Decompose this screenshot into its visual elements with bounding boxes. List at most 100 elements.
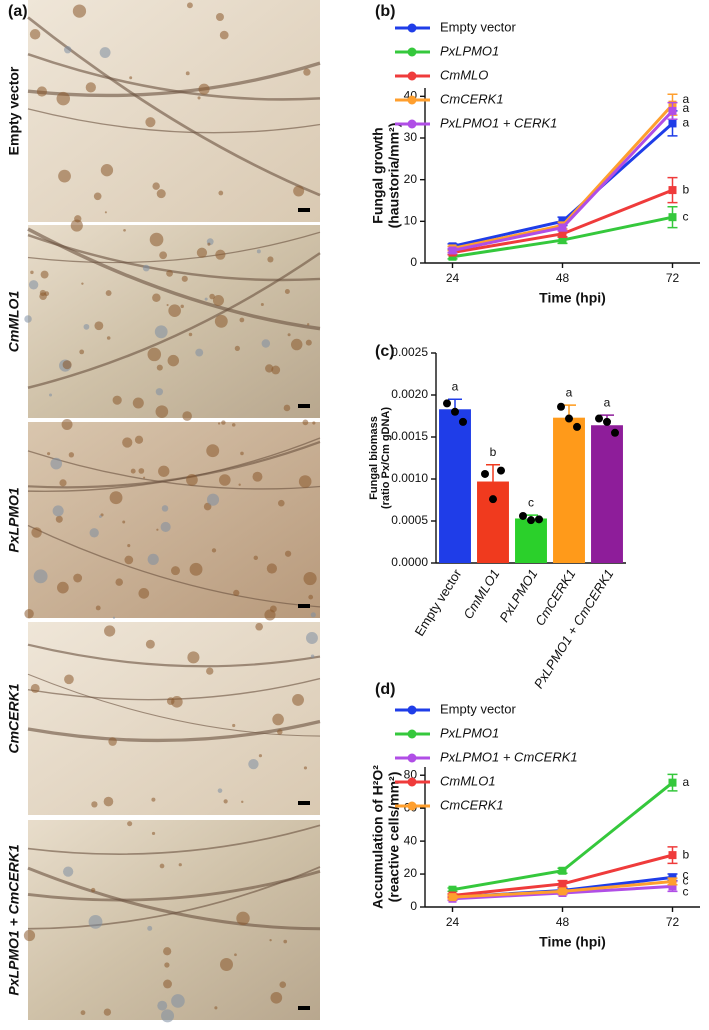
spot [134,435,144,444]
spot [161,505,169,512]
spot [130,468,136,474]
spot [108,737,117,746]
spot [156,364,163,371]
significance-letter: c [683,868,689,882]
spot [94,321,104,331]
spot [104,625,116,637]
spot [261,339,271,348]
spot [88,914,103,929]
spot [31,527,42,538]
spot [240,451,244,456]
vein [27,869,321,902]
spot [248,758,259,770]
spot [122,437,133,448]
y-tick-label: 0.0010 [391,471,428,485]
data-point [481,469,489,478]
legend-marker [407,729,417,739]
spot [151,831,156,836]
spot [234,345,240,351]
legend-marker [407,777,417,787]
spot [23,929,36,942]
spot [211,548,217,553]
data-point [443,399,451,408]
spot [93,192,102,201]
x-axis-label: Time (hpi) [539,290,606,306]
spot [283,939,288,944]
image-label: CmMLO1 [6,291,22,353]
spot [70,219,83,232]
spot [187,651,200,664]
spot [206,667,214,675]
panel-label: (c) [375,343,395,360]
spot [292,693,304,706]
spot [198,83,210,95]
legend-marker [407,705,417,715]
spot [298,475,312,488]
spot [188,332,193,337]
spot [266,563,278,574]
data-point [611,428,619,437]
x-tick-label: 72 [666,271,680,285]
y-axis-label: Fungal growth [370,127,386,223]
spot [219,30,229,40]
point [668,213,677,222]
legend-label: Empty vector [440,701,517,716]
spot [122,520,126,524]
bar [477,481,509,563]
legend-label: PxLPMO1 + CmCERK1 [440,749,578,764]
spot [154,325,168,339]
significance-letter: a [604,395,611,409]
spot [72,4,87,18]
significance-letter: a [566,385,573,399]
spot [303,68,311,76]
spot [214,314,228,328]
point [668,873,677,882]
spot [204,297,208,301]
spot [306,632,318,644]
spot [115,578,123,586]
spot [160,521,171,533]
spot [271,365,281,375]
vein [27,231,321,264]
vein [27,440,321,489]
spot [28,280,39,290]
point [668,851,677,860]
spot [209,293,215,300]
data-point [565,414,573,423]
spot [206,444,220,458]
spot [103,796,114,807]
vein [27,673,321,737]
spot [85,82,96,93]
spot [99,47,111,59]
legend-marker [407,801,417,811]
scale-bar [298,1006,310,1010]
y-axis-label: (reactive cells/mm²) [386,772,402,903]
spot [64,674,74,685]
data-point [527,516,535,525]
bar [439,409,471,563]
y-axis-label: (ratio Px/Cm gDNA) [380,407,392,509]
spot [168,304,181,317]
spot [155,388,164,396]
spot [152,293,161,303]
spot [166,697,175,705]
spot [63,866,74,877]
spot [164,962,170,968]
legend-marker [407,753,417,763]
spot [91,887,96,893]
spot [163,979,172,989]
spot [303,571,317,586]
significance-letter: a [452,379,459,393]
spot [232,723,236,728]
significance-letter: c [683,209,689,223]
spot [207,242,211,246]
image-label: PxLPMO1 + CmCERK1 [6,844,22,996]
x-tick-label: 72 [666,915,680,929]
data-point [535,515,543,524]
x-tick-label: 24 [446,271,460,285]
point [668,186,677,195]
spot [269,938,272,942]
point [558,217,567,226]
spot [241,800,244,804]
